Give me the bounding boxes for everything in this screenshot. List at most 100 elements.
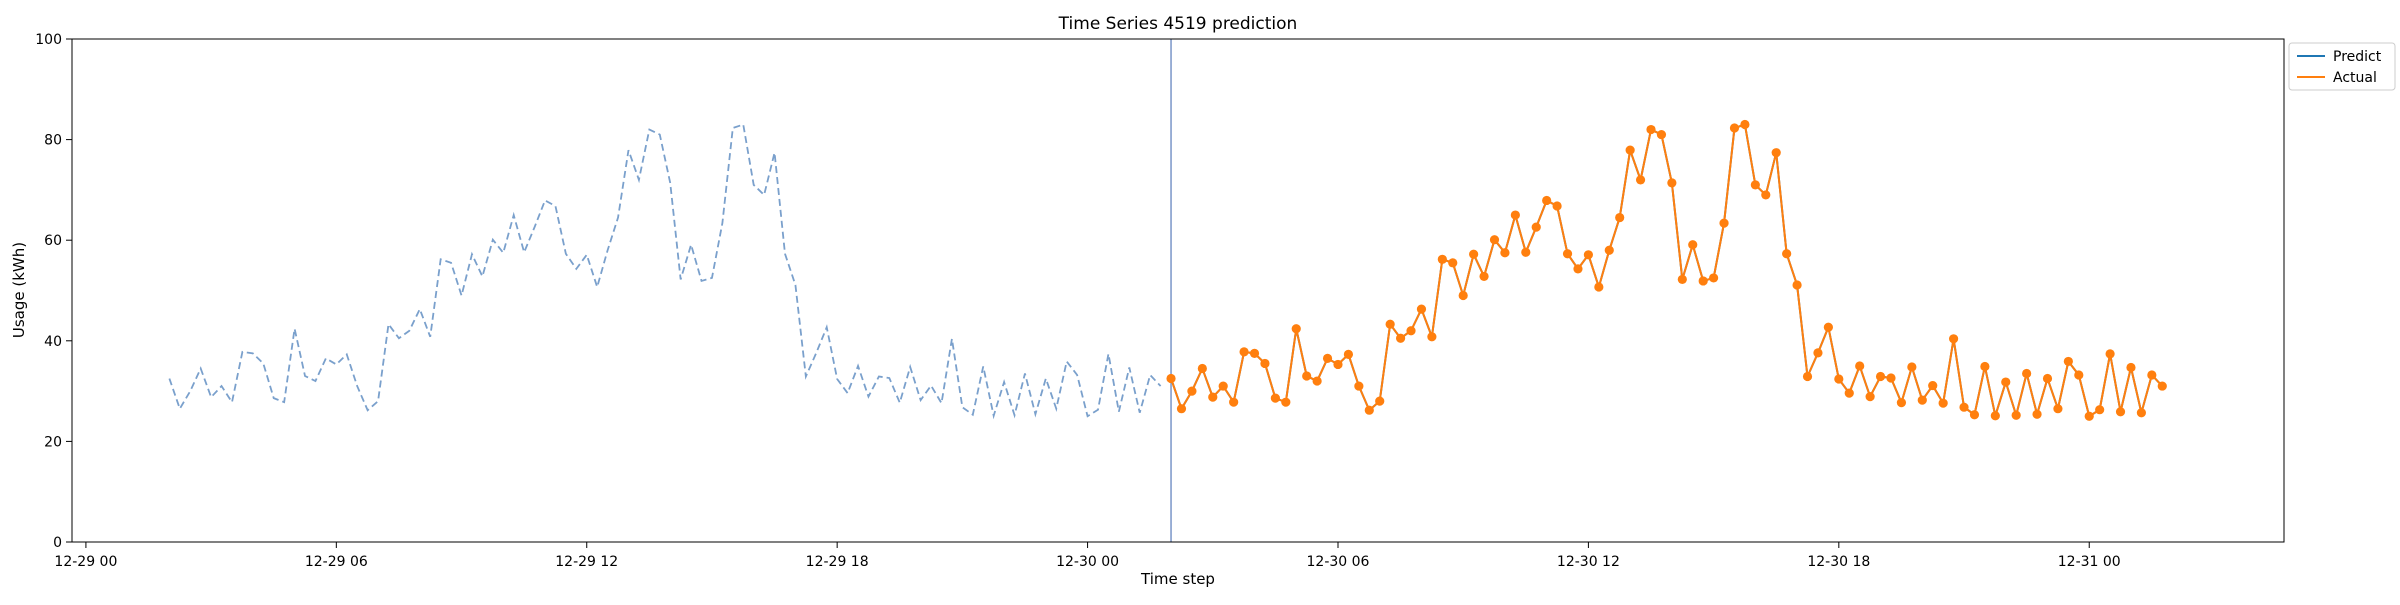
x-tick-label-0: 12-29 00: [54, 554, 117, 570]
x-tick-label-4: 12-30 00: [1056, 554, 1119, 570]
actual-point-30: [1479, 271, 1489, 282]
actual-point-78: [1980, 361, 1990, 372]
actual-point-4: [1208, 392, 1218, 402]
actual-point-54: [1729, 123, 1740, 133]
actual-point-22: [1395, 333, 1406, 343]
legend-label-predict: Predict: [2333, 49, 2382, 65]
actual-point-0: [1166, 373, 1176, 384]
actual-point-58: [1771, 148, 1781, 158]
actual-point-48: [1667, 178, 1677, 188]
legend-label-actual: Actual: [2333, 70, 2377, 86]
actual-point-94: [2147, 370, 2157, 380]
actual-point-73: [1928, 380, 1938, 391]
actual-point-40: [1583, 250, 1593, 260]
actual-point-2: [1187, 386, 1197, 396]
actual-point-18: [1354, 381, 1364, 391]
actual-point-47: [1656, 129, 1667, 140]
actual-point-57: [1761, 190, 1771, 200]
x-tick-label-2: 12-29 12: [555, 554, 618, 570]
plot-area: [168, 39, 2167, 542]
actual-point-34: [1521, 247, 1531, 257]
x-tick-label-6: 12-30 12: [1557, 554, 1620, 570]
actual-point-15: [1322, 353, 1333, 363]
y-tick-label-4: 80: [44, 133, 62, 149]
y-tick-label-5: 100: [35, 32, 62, 48]
actual-point-74: [1938, 398, 1948, 408]
actual-point-50: [1688, 240, 1698, 250]
actual-point-90: [2105, 349, 2115, 359]
actual-point-68: [1875, 371, 1886, 382]
actual-point-51: [1698, 276, 1708, 286]
actual-point-85: [2053, 404, 2063, 414]
actual-point-77: [1969, 410, 1980, 420]
actual-point-27: [1448, 258, 1458, 268]
actual-point-69: [1886, 373, 1896, 383]
actual-point-64: [1834, 374, 1844, 384]
actual-point-28: [1458, 290, 1468, 301]
actual-point-23: [1406, 326, 1416, 336]
y-tick-label-3: 60: [44, 233, 62, 249]
actual-point-16: [1333, 359, 1343, 370]
actual-point-6: [1229, 397, 1239, 407]
actual-point-71: [1907, 362, 1917, 372]
chart-title: Time Series 4519 prediction: [1058, 14, 1298, 34]
actual-point-91: [2115, 407, 2126, 417]
actual-point-79: [1990, 411, 2000, 421]
actual-point-60: [1792, 280, 1802, 290]
actual-point-59: [1782, 249, 1792, 259]
actual-point-37: [1552, 201, 1562, 211]
actual-point-82: [2022, 368, 2032, 379]
actual-point-67: [1865, 392, 1875, 402]
actual-point-32: [1500, 248, 1510, 258]
actual-point-93: [2136, 408, 2146, 418]
x-tick-label-1: 12-29 06: [305, 554, 368, 570]
actual-point-29: [1469, 249, 1479, 259]
actual-point-65: [1844, 388, 1854, 398]
actual-point-86: [2063, 356, 2073, 367]
actual-point-39: [1573, 264, 1583, 274]
x-tick-label-8: 12-31 00: [2058, 554, 2121, 570]
actual-point-7: [1239, 347, 1249, 357]
actual-point-1: [1176, 404, 1187, 414]
actual-point-11: [1281, 397, 1291, 407]
actual-point-76: [1959, 402, 1969, 412]
actual-point-33: [1510, 210, 1520, 220]
actual-point-84: [2042, 373, 2053, 384]
actual-point-35: [1531, 222, 1541, 232]
actual-point-83: [2032, 409, 2042, 419]
actual-point-87: [2074, 370, 2084, 380]
y-axis-label: Usage (kWh): [10, 242, 28, 338]
actual-point-41: [1594, 282, 1604, 292]
actual-point-70: [1896, 398, 1907, 408]
actual-point-46: [1646, 124, 1656, 135]
actual-point-61: [1802, 371, 1813, 382]
x-tick-label-3: 12-29 18: [806, 554, 869, 570]
actual-point-17: [1343, 349, 1354, 359]
actual-point-89: [2095, 405, 2105, 415]
actual-point-62: [1813, 348, 1823, 358]
actual-point-75: [1948, 334, 1959, 344]
legend-box: [2288, 42, 2396, 91]
actual-point-12: [1291, 324, 1301, 334]
history-line: [168, 123, 1162, 420]
actual-point-25: [1427, 332, 1437, 342]
y-tick-label-1: 20: [44, 434, 62, 450]
actual-point-53: [1719, 218, 1729, 228]
legend: Predict Actual: [2288, 42, 2396, 91]
actual-point-43: [1615, 212, 1625, 223]
actual-point-20: [1375, 396, 1385, 406]
actual-point-44: [1625, 145, 1635, 155]
actual-point-92: [2126, 362, 2136, 373]
actual-point-26: [1437, 254, 1447, 264]
actual-point-55: [1740, 119, 1750, 130]
actual-point-14: [1312, 376, 1322, 386]
actual-point-52: [1709, 273, 1719, 283]
actual-point-9: [1260, 358, 1270, 369]
actual-point-31: [1489, 235, 1500, 245]
actual-point-88: [2084, 411, 2094, 421]
actual-point-72: [1917, 395, 1927, 405]
actual-point-10: [1270, 393, 1280, 403]
actual-point-63: [1823, 322, 1833, 332]
series-actual-line: [1170, 123, 2163, 420]
